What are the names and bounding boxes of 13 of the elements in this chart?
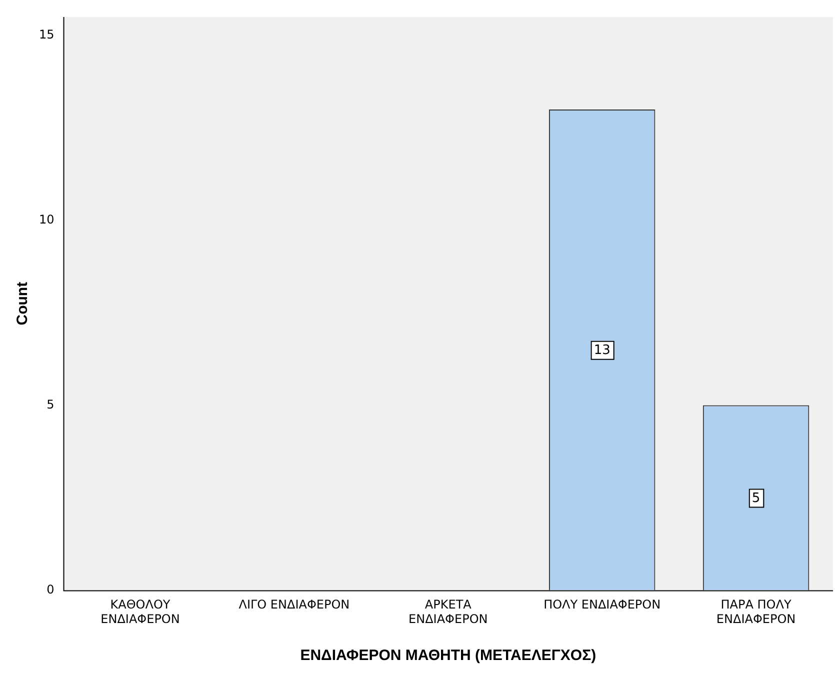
y-tick-label: 0 bbox=[46, 582, 54, 596]
data-label: 13 bbox=[594, 343, 610, 358]
x-tick-label: ΠΟΛΥ ΕΝΔΙΑΦΕΡΟΝ bbox=[544, 598, 661, 612]
x-tick-label: ΛΙΓΟ ΕΝΔΙΑΦΕΡΟΝ bbox=[238, 598, 350, 612]
y-tick-label: 15 bbox=[38, 28, 54, 42]
x-tick-label: ΑΡΚΕΤΑ ΕΝΔΙΑΦΕΡΟΝ bbox=[408, 598, 488, 626]
y-tick-label: 10 bbox=[38, 212, 54, 227]
x-tick-label: ΠΑΡΑ ΠΟΛΥ ΕΝΔΙΑΦΕΡΟΝ bbox=[716, 598, 796, 626]
data-label: 5 bbox=[752, 491, 760, 506]
x-tick-label: ΚΑΘΟΛΟΥ ΕΝΔΙΑΦΕΡΟΝ bbox=[100, 598, 180, 626]
y-tick-label: 5 bbox=[46, 397, 54, 412]
y-axis-title: Count bbox=[14, 282, 32, 326]
x-axis-title: ΕΝΔΙΑΦΕΡΟΝ ΜΑΘΗΤΗ (ΜΕΤΑΕΛΕΓΧΟΣ) bbox=[300, 647, 596, 664]
